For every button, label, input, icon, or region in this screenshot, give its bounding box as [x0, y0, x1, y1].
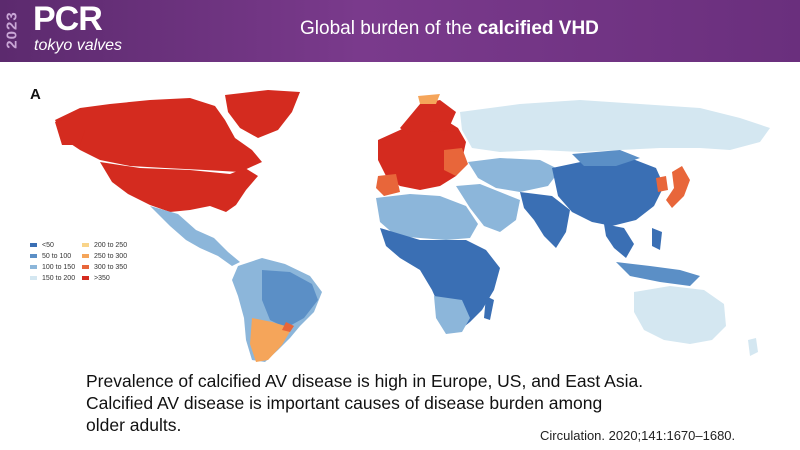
- slide-caption: Prevalence of calcified AV disease is hi…: [86, 370, 726, 436]
- southern-africa-region: [434, 296, 470, 334]
- caption-line: Calcified AV disease is important causes…: [86, 393, 603, 413]
- legend-swatch: [30, 254, 37, 259]
- legend-item: >350: [82, 275, 110, 282]
- mongolia-region: [572, 150, 640, 166]
- new-zealand-region: [748, 338, 758, 356]
- panel-letter: A: [30, 86, 41, 103]
- china-region: [552, 158, 664, 226]
- alaska-region: [55, 118, 85, 145]
- legend-item: 300 to 350: [82, 264, 127, 271]
- citation: Circulation. 2020;141:1670–1680.: [540, 428, 736, 443]
- legend-item: 150 to 200: [30, 275, 75, 282]
- europe-region: [378, 118, 466, 190]
- slide-title: Global burden of the calcified VHD: [300, 18, 599, 39]
- iberia-region: [376, 174, 400, 196]
- eastern-europe-region: [444, 148, 468, 176]
- legend-item: 50 to 100: [30, 253, 71, 260]
- legend-swatch: [82, 265, 89, 270]
- uruguay-region: [282, 322, 294, 332]
- svalbard-region: [418, 94, 440, 104]
- legend-item: <50: [30, 242, 54, 249]
- caption-line: older adults.: [86, 415, 182, 435]
- mexico-region: [150, 206, 240, 266]
- legend-swatch: [82, 243, 89, 248]
- legend-swatch: [30, 243, 37, 248]
- legend-swatch: [30, 276, 37, 281]
- legend-swatch: [82, 254, 89, 259]
- logo-subtitle: tokyo valves: [34, 37, 123, 54]
- brazil-region: [262, 270, 318, 328]
- sub-saharan-africa-region: [380, 228, 500, 330]
- legend-item: 250 to 300: [82, 253, 127, 260]
- korea-region: [656, 176, 668, 192]
- slide-header: 2023 PCR tokyo valves Global burden of t…: [0, 0, 800, 62]
- scandinavia-region: [400, 100, 456, 140]
- south-asia-region: [520, 192, 570, 248]
- north-africa-region: [376, 194, 478, 240]
- legend-item: 100 to 150: [30, 264, 75, 271]
- southeast-asia-region: [604, 224, 634, 258]
- indonesia-region: [616, 262, 700, 286]
- caption-line: Prevalence of calcified AV disease is hi…: [86, 371, 644, 391]
- russia-region: [460, 100, 770, 152]
- pcr-logo: PCR: [33, 0, 103, 38]
- greenland-region: [225, 90, 300, 138]
- philippines-region: [652, 228, 662, 250]
- madagascar-region: [484, 296, 494, 320]
- legend-swatch: [82, 276, 89, 281]
- legend-swatch: [30, 265, 37, 270]
- usa-region: [100, 162, 258, 212]
- middle-east-region: [456, 184, 520, 232]
- japan-region: [666, 166, 690, 208]
- argentina-region: [250, 318, 292, 362]
- central-asia-region: [468, 158, 560, 192]
- canada-region: [55, 98, 262, 172]
- legend-item: 200 to 250: [82, 242, 127, 249]
- australia-region: [634, 286, 726, 344]
